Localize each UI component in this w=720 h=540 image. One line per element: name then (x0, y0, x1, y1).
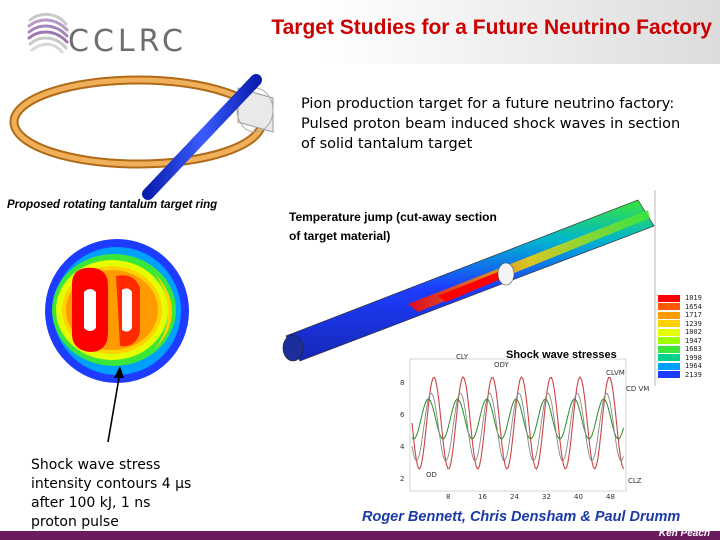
plot-label-clz: CLZ (628, 477, 642, 485)
plot-curve-label-ody: ODY (494, 361, 510, 369)
plot-curve-label-cly: CLY (456, 353, 469, 361)
legend-row: 1239 (658, 320, 718, 329)
y-tick-label: 6 (400, 411, 405, 419)
legend-swatch (658, 311, 680, 319)
legend-row: 1947 (658, 337, 718, 346)
plot-label-od: OD (426, 471, 437, 479)
legend-row: 1717 (658, 311, 718, 320)
legend-value: 1654 (685, 302, 702, 311)
temperature-legend: 1019 1654 1717 1239 1002 1947 1683 1998 1964 2139 (658, 294, 718, 380)
legend-swatch (658, 371, 680, 379)
legend-value: 1239 (685, 319, 702, 328)
legend-swatch (658, 328, 680, 336)
legend-row: 1998 (658, 354, 718, 363)
shock-caption-line-1: Shock wave stress (31, 457, 161, 473)
shock-caption-line-3: after 100 kJ, 1 ns (31, 495, 151, 511)
temperature-caption: Temperature jump (cut-away section of ta… (289, 208, 549, 246)
header-band (0, 0, 720, 64)
legend-value: 1964 (685, 362, 702, 371)
legend-swatch (658, 320, 680, 328)
legend-swatch (658, 345, 680, 353)
cclrc-swirl-logo-icon (27, 13, 69, 54)
y-tick-label: 2 (400, 475, 404, 483)
arrow-icon (107, 366, 124, 443)
cclrc-logo (26, 10, 226, 60)
legend-swatch (658, 303, 680, 311)
shock-caption-line-4: proton pulse (31, 514, 119, 530)
legend-swatch (658, 362, 680, 370)
temperature-rod-illustration (282, 190, 656, 386)
x-tick-label: 8 (446, 493, 450, 501)
x-tick-label: 40 (574, 493, 583, 501)
shock-caption-line-2: intensity contours 4 μs (31, 476, 192, 492)
legend-row: 2139 (658, 371, 718, 380)
shock-contour-caption: Shock wave stress intensity contours 4 μ… (31, 456, 221, 532)
legend-row: 1654 (658, 303, 718, 312)
shock-wave-stress-plot: CLY ODY CLVM CD VM OD CLZ 8 6 4 2 8 16 2… (400, 353, 649, 501)
legend-row: 1964 (658, 362, 718, 371)
intro-line-3: of solid tantalum target (301, 136, 473, 152)
plot-curve-label-cdvm: CD VM (626, 385, 649, 393)
legend-row: 1002 (658, 328, 718, 337)
y-tick-label: 8 (400, 379, 404, 387)
logo-name: CCLRC (68, 24, 187, 59)
x-tick-label: 16 (478, 493, 487, 501)
intro-line-1: Pion production target for a future neut… (301, 96, 675, 112)
slide-title: Target Studies for a Future Neutrino Fac… (271, 16, 712, 39)
legend-value: 1947 (685, 336, 702, 345)
legend-swatch (658, 337, 680, 345)
y-tick-label: 4 (400, 443, 405, 451)
temperature-caption-line-1: Temperature jump (cut-away section (289, 210, 497, 224)
legend-value: 1002 (685, 328, 702, 337)
target-ring-illustration (9, 74, 274, 200)
stress-contour-disc (45, 239, 189, 383)
footer-band (0, 531, 720, 540)
plot-curve-label-clvm: CLVM (606, 369, 625, 377)
legend-value: 2139 (685, 370, 702, 379)
legend-value: 1717 (685, 311, 702, 320)
legend-swatch (658, 354, 680, 362)
temperature-caption-line-2: of target material) (289, 229, 391, 243)
legend-row: 1683 (658, 345, 718, 354)
footer-name: Ken Peach (658, 528, 710, 539)
credits: Roger Bennett, Chris Densham & Paul Drum… (362, 509, 681, 525)
legend-swatch (658, 294, 680, 302)
intro-text: Pion production target for a future neut… (301, 94, 711, 154)
intro-line-2: Pulsed proton beam induced shock waves i… (301, 116, 681, 132)
legend-value: 1998 (685, 353, 702, 362)
legend-value: 1019 (685, 294, 702, 303)
x-tick-label: 48 (606, 493, 615, 501)
x-tick-label: 24 (510, 493, 519, 501)
legend-row: 1019 (658, 294, 718, 303)
x-tick-label: 32 (542, 493, 551, 501)
legend-value: 1683 (685, 345, 702, 354)
ring-caption: Proposed rotating tantalum target ring (7, 199, 218, 211)
shock-wave-stresses-caption: Shock wave stresses (506, 349, 617, 361)
